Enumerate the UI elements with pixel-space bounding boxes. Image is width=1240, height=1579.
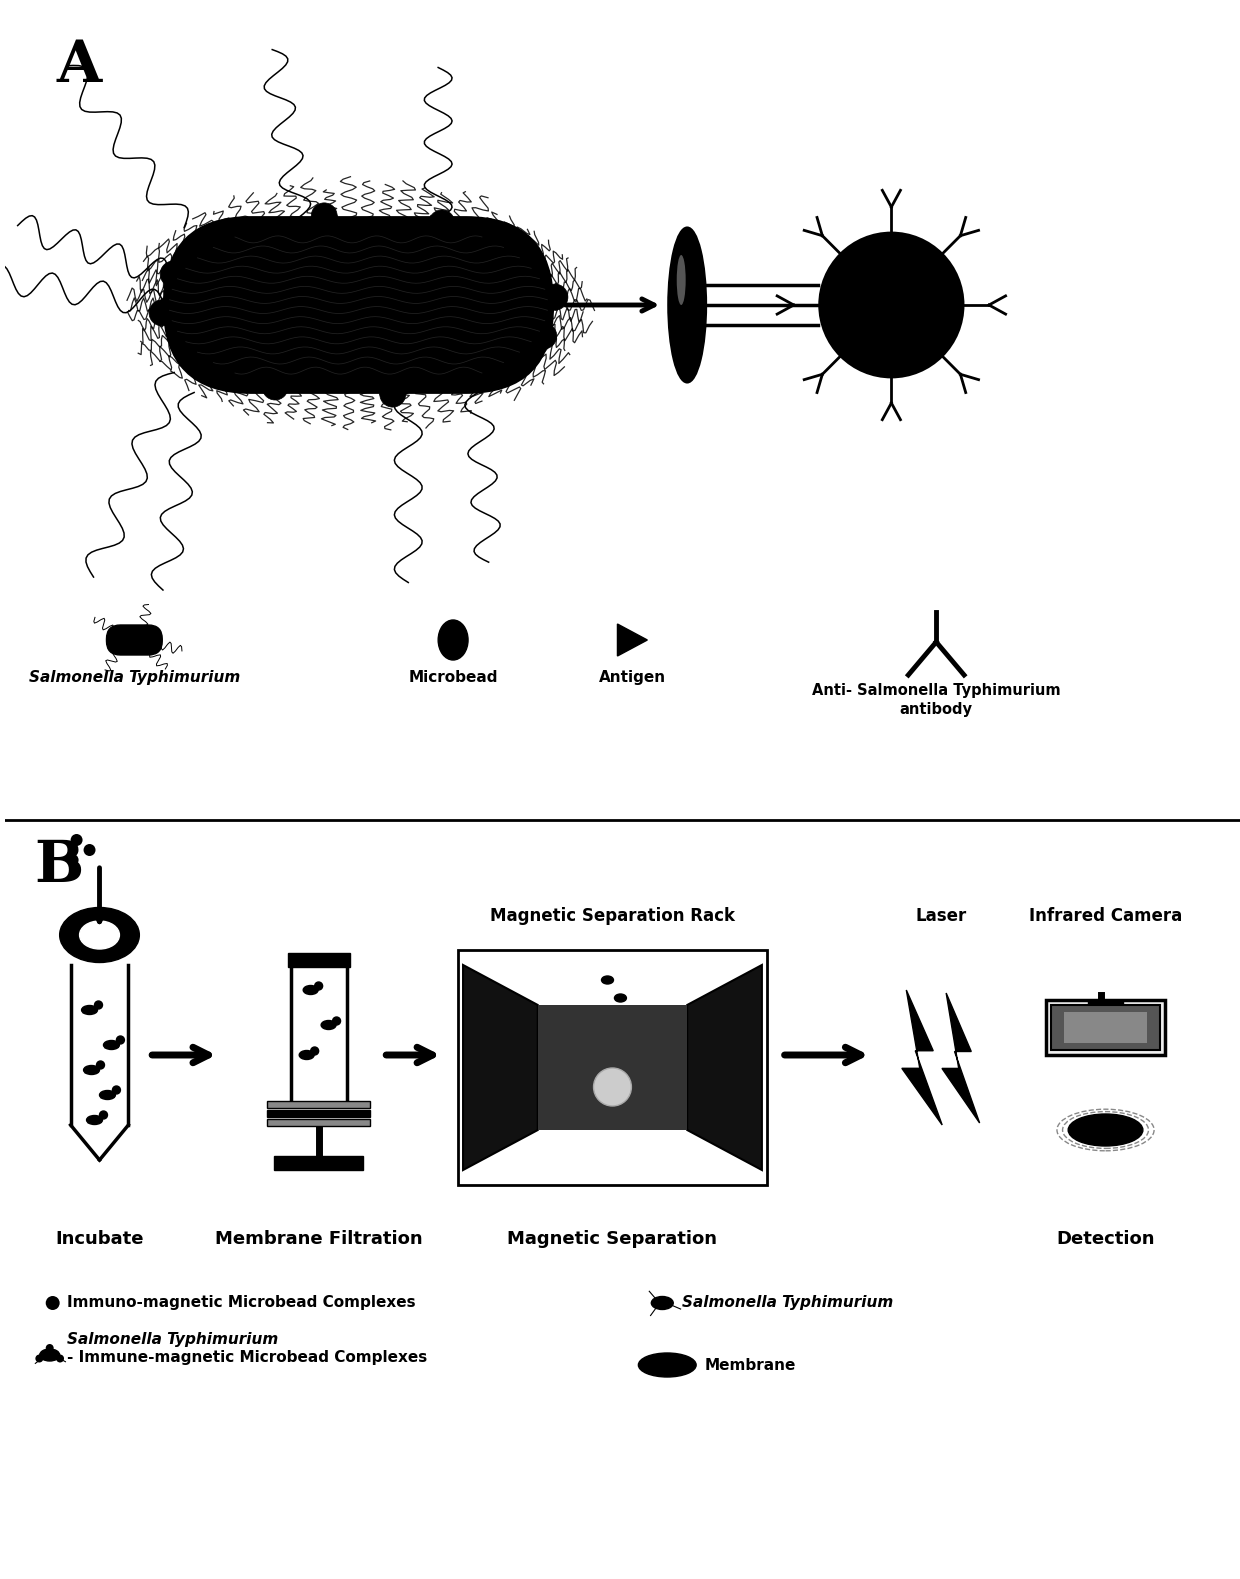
Polygon shape	[538, 1004, 687, 1131]
Ellipse shape	[83, 1066, 99, 1074]
Circle shape	[820, 234, 963, 377]
FancyBboxPatch shape	[107, 625, 162, 655]
Text: B: B	[35, 838, 84, 894]
Bar	[1087, 1000, 1123, 1011]
Circle shape	[175, 338, 201, 363]
Ellipse shape	[40, 1348, 60, 1361]
Ellipse shape	[82, 1006, 98, 1014]
Ellipse shape	[677, 254, 686, 305]
Text: Detection: Detection	[1056, 1230, 1154, 1247]
Text: Salmonella Typhimurium: Salmonella Typhimurium	[67, 1333, 278, 1347]
Circle shape	[71, 834, 83, 846]
Circle shape	[472, 362, 498, 387]
Polygon shape	[618, 624, 647, 655]
Text: Microbead: Microbead	[408, 669, 497, 685]
Text: Salmonella Typhimurium: Salmonella Typhimurium	[29, 669, 241, 685]
Polygon shape	[687, 965, 761, 1170]
Circle shape	[315, 982, 322, 990]
Circle shape	[516, 246, 542, 273]
Text: Infrared Camera: Infrared Camera	[1029, 906, 1182, 925]
Circle shape	[311, 1047, 319, 1055]
Circle shape	[218, 223, 244, 248]
Ellipse shape	[651, 1296, 673, 1309]
Text: Anti- Salmonella Typhimurium: Anti- Salmonella Typhimurium	[812, 684, 1060, 698]
Circle shape	[531, 324, 557, 349]
Bar	[288, 954, 350, 966]
Text: Magnetic Separation Rack: Magnetic Separation Rack	[490, 906, 735, 925]
Text: Salmonella Typhimurium: Salmonella Typhimurium	[682, 1295, 894, 1311]
Ellipse shape	[668, 227, 706, 382]
Polygon shape	[942, 993, 980, 1123]
Text: Incubate: Incubate	[56, 1230, 144, 1247]
Text: Membrane Filtration: Membrane Filtration	[215, 1230, 423, 1247]
Text: Immuno-magnetic Microbead Complexes: Immuno-magnetic Microbead Complexes	[67, 1295, 415, 1311]
Circle shape	[117, 1036, 124, 1044]
Text: Antigen: Antigen	[599, 669, 666, 685]
Ellipse shape	[615, 995, 626, 1003]
Circle shape	[311, 202, 337, 229]
Circle shape	[332, 1017, 341, 1025]
Ellipse shape	[601, 976, 614, 984]
Bar	[1045, 1000, 1166, 1055]
Circle shape	[99, 1112, 108, 1120]
Ellipse shape	[79, 921, 119, 949]
Circle shape	[94, 1001, 103, 1009]
Polygon shape	[901, 990, 942, 1124]
Circle shape	[542, 284, 568, 309]
Bar	[1064, 1012, 1147, 1044]
Text: Laser: Laser	[915, 906, 967, 925]
Circle shape	[46, 1296, 60, 1311]
Circle shape	[160, 261, 186, 287]
FancyBboxPatch shape	[164, 218, 553, 393]
Circle shape	[67, 854, 78, 865]
Text: A: A	[57, 38, 102, 95]
Circle shape	[83, 845, 95, 856]
Circle shape	[46, 1344, 53, 1352]
Ellipse shape	[321, 1020, 336, 1030]
Ellipse shape	[299, 1050, 314, 1060]
Circle shape	[36, 1355, 43, 1363]
Ellipse shape	[87, 1115, 103, 1124]
Circle shape	[379, 381, 405, 407]
Text: - Immune-magnetic Microbead Complexes: - Immune-magnetic Microbead Complexes	[67, 1350, 427, 1364]
Polygon shape	[463, 965, 538, 1170]
Circle shape	[429, 210, 455, 235]
Ellipse shape	[438, 621, 467, 660]
Ellipse shape	[304, 985, 319, 995]
Bar	[267, 1110, 371, 1116]
Bar	[1050, 1004, 1161, 1050]
Bar	[458, 951, 766, 1184]
Circle shape	[56, 1355, 64, 1363]
Circle shape	[97, 1061, 104, 1069]
Text: antibody: antibody	[900, 703, 972, 717]
Ellipse shape	[1068, 1115, 1143, 1146]
Circle shape	[149, 300, 175, 325]
Text: Membrane: Membrane	[706, 1358, 796, 1372]
Ellipse shape	[639, 1353, 696, 1377]
Bar	[267, 1101, 371, 1108]
Ellipse shape	[99, 1091, 115, 1099]
Ellipse shape	[103, 1041, 119, 1050]
Ellipse shape	[594, 1067, 631, 1105]
Text: Magnetic Separation: Magnetic Separation	[507, 1230, 718, 1247]
Bar	[267, 1120, 371, 1126]
Circle shape	[113, 1086, 120, 1094]
Bar	[274, 1156, 363, 1170]
Circle shape	[262, 374, 288, 399]
Ellipse shape	[60, 908, 139, 963]
